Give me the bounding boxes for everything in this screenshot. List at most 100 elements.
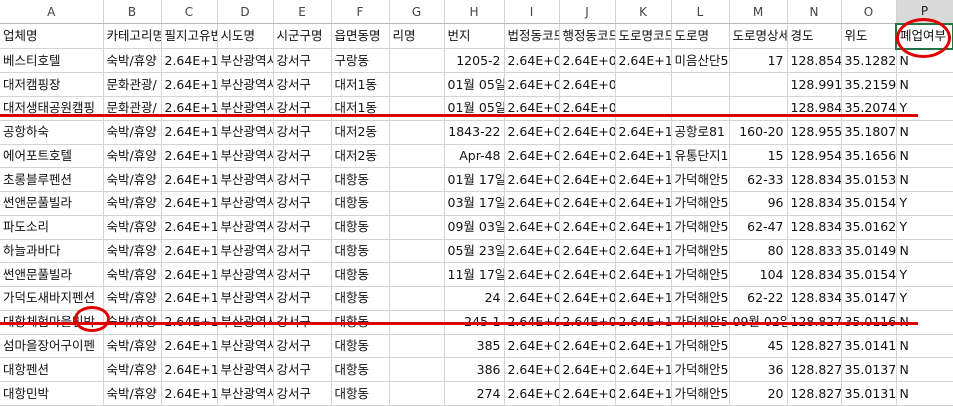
table-cell[interactable]: 2.64E+18 bbox=[161, 167, 218, 193]
table-cell[interactable]: 하늘과바다 bbox=[0, 239, 104, 264]
table-cell[interactable] bbox=[729, 72, 788, 98]
table-cell[interactable]: 2.64E+18 bbox=[161, 357, 218, 383]
table-cell[interactable]: 2.64E+18 bbox=[161, 286, 218, 311]
column-header-a[interactable]: A bbox=[0, 0, 104, 25]
table-cell[interactable]: N bbox=[896, 72, 953, 98]
table-cell[interactable]: 05월 23일 bbox=[444, 239, 505, 264]
table-cell[interactable]: 386 bbox=[444, 357, 505, 383]
table-cell[interactable]: 구랑동 bbox=[331, 48, 390, 74]
table-cell[interactable]: 대항동 bbox=[331, 167, 390, 193]
field-header-cell[interactable]: 도로명 bbox=[671, 23, 730, 50]
table-cell[interactable]: 2.64E+09 bbox=[559, 191, 616, 216]
table-cell[interactable]: 2.64E+18 bbox=[161, 48, 218, 74]
table-cell[interactable]: 강서구 bbox=[273, 167, 332, 193]
table-cell[interactable]: 강서구 bbox=[273, 262, 332, 288]
table-cell[interactable]: 2.64E+09 bbox=[504, 120, 560, 145]
table-cell[interactable]: 2.64E+09 bbox=[559, 167, 616, 193]
table-cell[interactable]: 강서구 bbox=[273, 191, 332, 216]
table-cell[interactable]: 128.8345 bbox=[787, 167, 842, 193]
table-cell[interactable]: 강서구 bbox=[273, 357, 332, 383]
table-cell[interactable]: 2.64E+09 bbox=[504, 144, 560, 169]
table-cell[interactable] bbox=[389, 191, 445, 216]
table-cell[interactable]: 숙박/휴양 bbox=[103, 381, 162, 406]
table-cell[interactable] bbox=[389, 120, 445, 145]
table-cell[interactable]: 2.64E+11 bbox=[615, 215, 672, 240]
table-cell[interactable]: 대항동 bbox=[331, 262, 390, 288]
table-cell[interactable]: 24 bbox=[444, 286, 505, 311]
table-cell[interactable]: 섬마을장어구이펜 bbox=[0, 334, 104, 359]
table-cell[interactable]: 가덕해안5 bbox=[671, 334, 730, 359]
table-cell[interactable]: 35.1282 bbox=[841, 48, 897, 74]
column-header-o[interactable]: O bbox=[841, 0, 897, 25]
table-cell[interactable]: 2.64E+18 bbox=[161, 239, 218, 264]
table-cell[interactable]: 대저캠핑장 bbox=[0, 72, 104, 98]
table-cell[interactable]: 2.64E+09 bbox=[504, 167, 560, 193]
table-cell[interactable]: 2.64E+18 bbox=[161, 334, 218, 359]
table-cell[interactable]: 2.64E+09 bbox=[504, 48, 560, 74]
table-cell[interactable]: 부산광역시 bbox=[217, 215, 274, 240]
table-cell[interactable]: 숙박/휴양 bbox=[103, 120, 162, 145]
table-cell[interactable]: 강서구 bbox=[273, 120, 332, 145]
table-cell[interactable]: 2.64E+18 bbox=[161, 191, 218, 216]
table-cell[interactable]: 가덕해안5 bbox=[671, 357, 730, 383]
table-cell[interactable]: 35.21595 bbox=[841, 72, 897, 98]
table-cell[interactable]: N bbox=[896, 334, 953, 359]
column-header-l[interactable]: L bbox=[671, 0, 730, 25]
table-cell[interactable]: 부산광역시 bbox=[217, 239, 274, 264]
table-cell[interactable]: 35.01167 bbox=[841, 310, 897, 335]
table-cell[interactable]: 160-20 bbox=[729, 120, 788, 145]
table-cell[interactable]: 부산광역시 bbox=[217, 286, 274, 311]
table-cell[interactable]: 부산광역시 bbox=[217, 120, 274, 145]
table-cell[interactable]: 썬앤문풀빌라 bbox=[0, 191, 104, 216]
table-cell[interactable]: N bbox=[896, 120, 953, 145]
table-cell[interactable]: 2.64E+09 bbox=[559, 357, 616, 383]
table-cell[interactable]: 2.64E+09 bbox=[504, 191, 560, 216]
table-cell[interactable]: 강서구 bbox=[273, 381, 332, 406]
table-cell[interactable]: 가덕해안5 bbox=[671, 191, 730, 216]
table-cell[interactable]: 11월 17일 bbox=[444, 262, 505, 288]
table-cell[interactable]: 2.64E+11 bbox=[615, 286, 672, 311]
table-cell[interactable]: 35.01374 bbox=[841, 357, 897, 383]
table-cell[interactable]: 128.854 bbox=[787, 48, 842, 74]
table-cell[interactable]: 2.64E+11 bbox=[615, 120, 672, 145]
table-cell[interactable]: 03월 17일 bbox=[444, 191, 505, 216]
table-cell[interactable]: 대항동 bbox=[331, 357, 390, 383]
table-cell[interactable]: 62-22 bbox=[729, 286, 788, 311]
field-header-cell[interactable]: 필지고유번 bbox=[161, 23, 218, 50]
table-cell[interactable] bbox=[389, 215, 445, 240]
table-cell[interactable]: 35.0147 bbox=[841, 286, 897, 311]
table-cell[interactable]: 2.64E+18 bbox=[161, 144, 218, 169]
table-cell[interactable]: 17 bbox=[729, 48, 788, 74]
table-cell[interactable]: 2.64E+09 bbox=[559, 239, 616, 264]
table-cell[interactable]: 강서구 bbox=[273, 144, 332, 169]
field-header-cell[interactable]: 도로명코드 bbox=[615, 23, 672, 50]
table-cell[interactable]: 2.64E+09 bbox=[504, 334, 560, 359]
table-cell[interactable]: 부산광역시 bbox=[217, 191, 274, 216]
table-cell[interactable]: 35.01542 bbox=[841, 262, 897, 288]
table-cell[interactable]: 공항하숙 bbox=[0, 120, 104, 145]
table-cell[interactable]: 15 bbox=[729, 144, 788, 169]
table-cell[interactable]: 2.64E+11 bbox=[615, 357, 672, 383]
column-header-j[interactable]: J bbox=[559, 0, 616, 25]
table-cell[interactable]: 2.64E+11 bbox=[615, 334, 672, 359]
table-cell[interactable] bbox=[389, 239, 445, 264]
table-cell[interactable] bbox=[389, 286, 445, 311]
table-cell[interactable]: 2.64E+09 bbox=[559, 381, 616, 406]
table-cell[interactable] bbox=[389, 262, 445, 288]
table-cell[interactable] bbox=[671, 72, 730, 98]
table-cell[interactable]: 가덕도새바지펜션 bbox=[0, 286, 104, 311]
column-header-h[interactable]: H bbox=[444, 0, 505, 25]
table-cell[interactable]: 강서구 bbox=[273, 215, 332, 240]
table-cell[interactable]: 강서구 bbox=[273, 239, 332, 264]
table-cell[interactable] bbox=[389, 48, 445, 74]
table-cell[interactable]: 35.01537 bbox=[841, 167, 897, 193]
table-cell[interactable] bbox=[389, 334, 445, 359]
table-cell[interactable]: 2.64E+09 bbox=[504, 357, 560, 383]
table-cell[interactable]: 숙박/휴양 bbox=[103, 144, 162, 169]
table-cell[interactable]: 2.64E+09 bbox=[559, 48, 616, 74]
table-cell[interactable]: 62-47 bbox=[729, 215, 788, 240]
table-cell[interactable] bbox=[389, 144, 445, 169]
table-cell[interactable]: 62-33 bbox=[729, 167, 788, 193]
table-cell[interactable]: 2.64E+09 bbox=[504, 239, 560, 264]
column-header-k[interactable]: K bbox=[615, 0, 672, 25]
